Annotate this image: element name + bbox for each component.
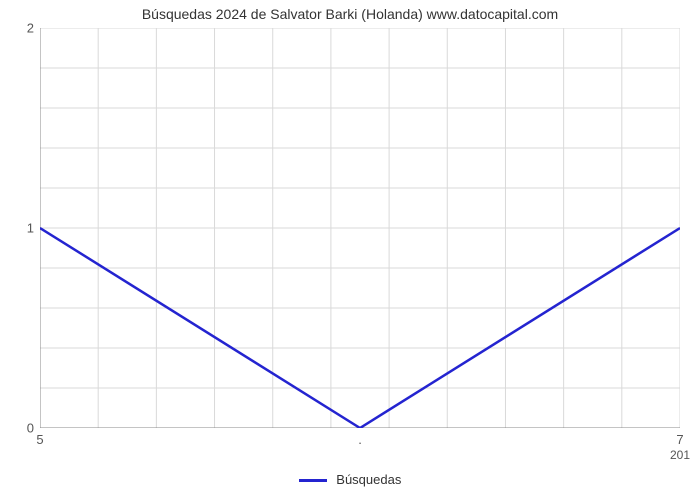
y-tick-label: 2 bbox=[27, 21, 34, 36]
x-tick-label: 7 bbox=[676, 432, 683, 447]
x-axis-right-label: 201 bbox=[670, 448, 690, 462]
gridlines bbox=[40, 28, 680, 428]
legend: Búsquedas bbox=[0, 472, 700, 487]
legend-swatch bbox=[299, 479, 327, 482]
x-tick-label: . bbox=[358, 432, 362, 447]
chart-container: Búsquedas 2024 de Salvator Barki (Holand… bbox=[0, 0, 700, 500]
series-group bbox=[40, 228, 680, 428]
x-tick-label: 5 bbox=[36, 432, 43, 447]
plot-area bbox=[40, 28, 680, 428]
y-tick-label: 1 bbox=[27, 221, 34, 236]
y-tick-label: 0 bbox=[27, 421, 34, 436]
chart-svg bbox=[40, 28, 680, 428]
chart-title: Búsquedas 2024 de Salvator Barki (Holand… bbox=[0, 6, 700, 22]
legend-label: Búsquedas bbox=[336, 472, 401, 487]
